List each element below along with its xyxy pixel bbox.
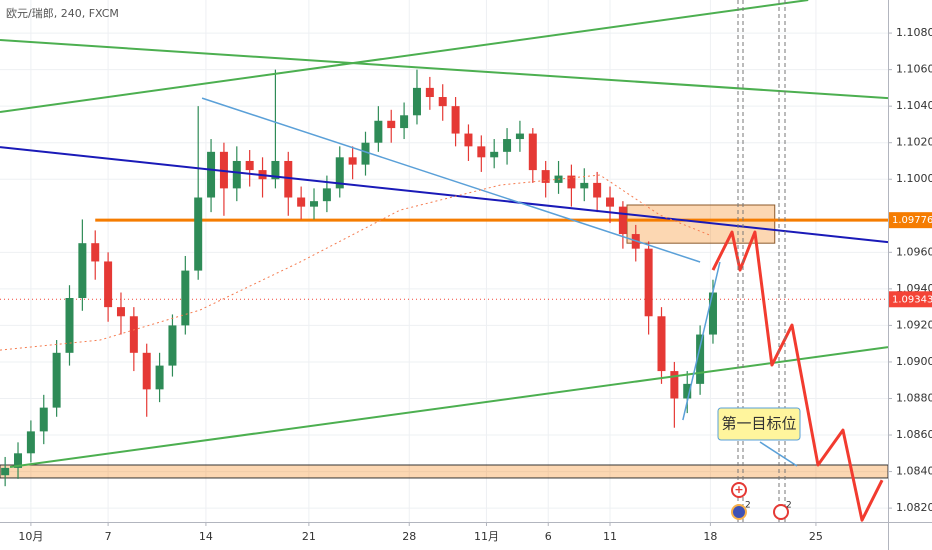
event-badge: 2 <box>786 501 792 511</box>
price-label-box <box>889 212 932 229</box>
trend-line <box>9 346 889 468</box>
x-tick-label: 21 <box>302 530 316 543</box>
candle-body <box>142 352 151 390</box>
price-label: 1.09776 <box>892 215 932 226</box>
candle-body <box>541 170 550 183</box>
price-label: 1.09343 <box>892 294 932 305</box>
candle-body <box>670 371 679 399</box>
callout-text: 第一目标位 <box>721 415 796 433</box>
candle-body <box>322 188 331 202</box>
candle-body <box>1 467 10 476</box>
candle-body <box>155 365 164 390</box>
candle-body <box>297 197 306 207</box>
candle-body <box>116 307 125 317</box>
event-icon[interactable] <box>731 482 747 498</box>
y-tick-label: 1.10400 <box>896 99 932 112</box>
candle-body <box>606 197 615 207</box>
x-tick-label: 18 <box>703 530 717 543</box>
y-tick-label: 1.09000 <box>896 355 932 368</box>
y-tick-label: 1.10600 <box>896 63 932 76</box>
y-tick-label: 1.09200 <box>896 318 932 331</box>
candle-body <box>683 383 692 399</box>
candle-body <box>503 139 512 152</box>
callout-pointer <box>759 441 798 467</box>
y-tick-label: 1.10800 <box>896 26 932 39</box>
event-icon[interactable] <box>773 504 789 520</box>
candle-body <box>65 297 74 353</box>
candle-body <box>593 182 602 198</box>
x-tick-label: 7 <box>105 530 112 543</box>
candle-body <box>387 120 396 129</box>
y-tick-label: 1.10000 <box>896 172 932 185</box>
trend-line <box>682 261 721 421</box>
candle-body <box>271 160 280 180</box>
x-tick-label: 11月 <box>474 530 499 543</box>
candle-body <box>490 151 499 158</box>
candle-body <box>515 133 524 140</box>
candle-body <box>39 407 48 432</box>
candle-body <box>207 151 216 198</box>
candle-body <box>284 160 293 198</box>
event-icon[interactable] <box>731 504 747 520</box>
candle-body <box>194 197 203 271</box>
event-badge: 2 <box>745 501 751 511</box>
candle-body <box>580 182 589 189</box>
candle-body <box>181 270 190 326</box>
candle-body <box>168 325 177 366</box>
x-tick-label: 14 <box>199 530 213 543</box>
candle-body <box>477 146 486 158</box>
candle-body <box>361 142 370 165</box>
candle-body <box>657 316 666 372</box>
candle-body <box>618 206 627 235</box>
trend-line <box>0 39 889 100</box>
candle-body <box>78 243 87 298</box>
candle-body <box>425 87 434 98</box>
candle-body <box>91 243 100 262</box>
y-tick-label: 1.08400 <box>896 465 932 478</box>
candle-body <box>567 175 576 189</box>
candle-body <box>310 201 319 207</box>
candle-body <box>14 453 23 468</box>
candle-body <box>348 157 357 165</box>
x-tick-label: 11 <box>603 530 617 543</box>
candle-body <box>374 120 383 143</box>
trend-line <box>711 230 884 522</box>
y-tick-label: 1.10200 <box>896 136 932 149</box>
candle-body <box>644 248 653 317</box>
y-tick-label: 1.08800 <box>896 391 932 404</box>
y-tick-label: 1.08200 <box>896 501 932 514</box>
candle-body <box>245 160 254 171</box>
candle-body <box>232 160 241 189</box>
candle-body <box>528 133 537 171</box>
chart-title: 欧元/瑞郎, 240, FXCM <box>6 6 119 20</box>
candle-body <box>26 431 35 454</box>
candle-body <box>451 106 460 134</box>
zone <box>626 204 776 244</box>
candle-body <box>400 115 409 129</box>
trend-line <box>0 146 889 244</box>
candle-body <box>708 292 717 335</box>
candle-body <box>438 97 447 107</box>
candle-body <box>696 334 705 384</box>
x-tick-label: 10月 <box>18 530 43 543</box>
price-label-box <box>889 291 932 308</box>
callout-box <box>717 407 801 441</box>
trend-line <box>0 0 809 113</box>
candle-body <box>412 87 421 116</box>
trend-line <box>201 97 701 263</box>
candle-body <box>52 352 61 408</box>
event-icon-glyph: + <box>734 483 743 496</box>
x-tick-label: 28 <box>402 530 416 543</box>
y-tick-label: 1.09600 <box>896 245 932 258</box>
candle-body <box>129 316 138 353</box>
candle-body <box>104 261 113 308</box>
y-tick-label: 1.08600 <box>896 428 932 441</box>
x-tick-label: 25 <box>809 530 823 543</box>
candle-body <box>464 133 473 147</box>
candle-body <box>335 157 344 189</box>
trend-line <box>0 174 711 351</box>
zone <box>0 464 889 479</box>
x-tick-label: 6 <box>545 530 552 543</box>
